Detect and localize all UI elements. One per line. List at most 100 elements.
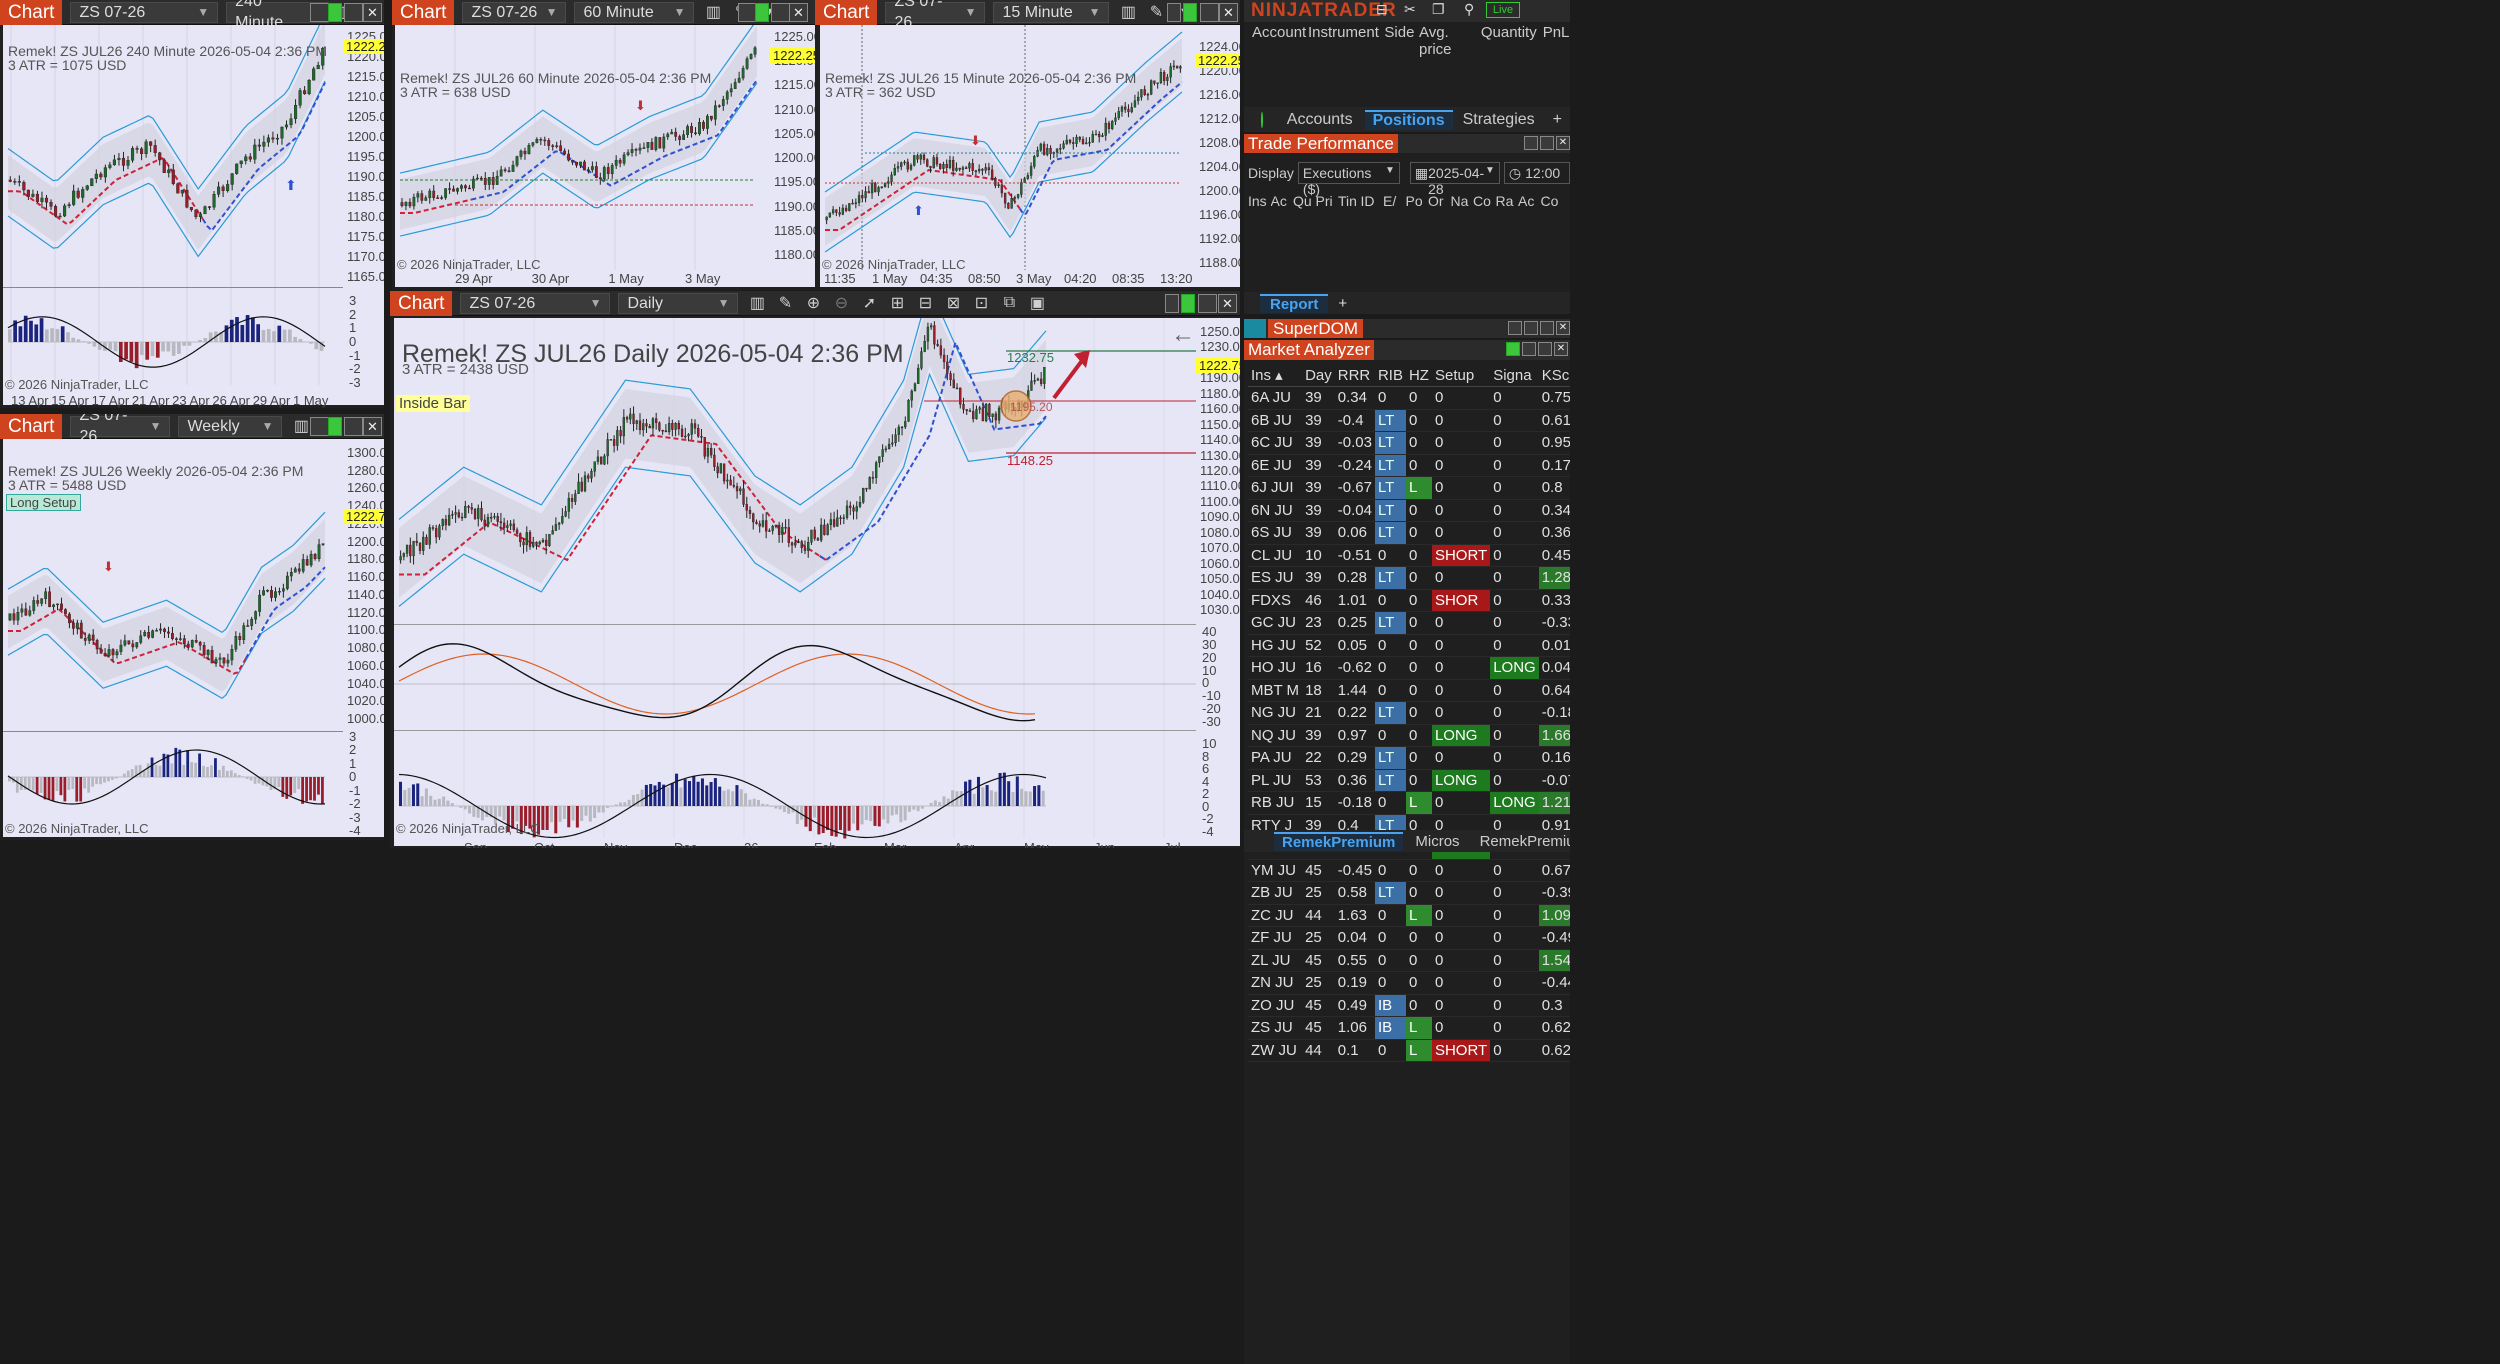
maximize-button[interactable] (344, 3, 363, 22)
restore-button[interactable] (310, 417, 329, 436)
restore-button[interactable] (1165, 294, 1179, 313)
close-button[interactable]: ✕ (789, 3, 808, 22)
chart-panel[interactable]: ⬇ ⬆ Remek! ZS JUL26 15 Minute 2026-05-04 … (820, 25, 1195, 287)
minimize-button[interactable] (1200, 3, 1219, 22)
column-header[interactable]: Co (1473, 193, 1491, 209)
link-button[interactable] (1506, 342, 1520, 356)
column-header[interactable]: ID (1360, 193, 1375, 209)
column-header[interactable]: Qu (1293, 193, 1312, 209)
restore-button[interactable] (1522, 342, 1536, 356)
column-header[interactable]: Na (1450, 193, 1469, 209)
close-button[interactable]: ✕ (1556, 321, 1570, 335)
link-button[interactable] (1508, 321, 1522, 335)
tab-remek-premium[interactable]: RemekPremium (1274, 831, 1404, 851)
instrument-selector[interactable]: ZS 07-26 ▼ (885, 0, 986, 31)
link-button[interactable] (328, 3, 342, 22)
zoom-out-icon[interactable]: ⊖ (834, 295, 849, 312)
display-select[interactable]: Executions ($) ▼ (1297, 162, 1400, 197)
indicators-icon[interactable]: ⊠ (946, 295, 961, 312)
bars-type-icon[interactable]: ▥ (1120, 4, 1137, 21)
col-avg-price[interactable]: Avg. price (1418, 24, 1452, 58)
column-header[interactable]: RIB (1374, 364, 1406, 387)
link-button[interactable] (1167, 3, 1181, 22)
column-header[interactable]: HZ (1405, 364, 1432, 387)
link-button[interactable] (328, 417, 342, 436)
minimize-button[interactable] (771, 3, 790, 22)
column-header[interactable]: E/ (1383, 193, 1397, 209)
connections-icon[interactable]: ⚲ (1464, 1, 1475, 17)
chart-menu-button[interactable]: Chart (392, 0, 455, 25)
draw-pencil-icon[interactable]: ✎ (1149, 4, 1164, 21)
bars-type-icon[interactable]: ▥ (705, 4, 722, 21)
column-header[interactable]: KSc (1538, 364, 1570, 387)
maximize-button[interactable] (1198, 294, 1217, 313)
col-side[interactable]: Side (1384, 24, 1415, 41)
column-header[interactable]: Day (1302, 364, 1335, 387)
date-picker[interactable]: ▦ 2025-04-28 ▼ (1409, 162, 1500, 197)
column-header[interactable]: Co (1540, 193, 1559, 209)
chart-menu-button[interactable]: Chart (0, 414, 63, 439)
link-button[interactable] (1181, 294, 1195, 313)
close-button[interactable]: ✕ (1554, 342, 1568, 356)
instrument-selector[interactable]: ZS 07-26 ▼ (70, 1, 219, 23)
column-header[interactable]: Ins ▴ (1248, 364, 1303, 387)
column-header[interactable]: RRR (1334, 364, 1375, 387)
minimize-button[interactable] (1524, 321, 1538, 335)
close-button[interactable]: ✕ (1219, 3, 1238, 22)
col-instrument[interactable]: Instrument (1308, 24, 1379, 41)
close-button[interactable]: ✕ (1218, 294, 1237, 313)
column-header[interactable]: Setup (1431, 364, 1491, 387)
zoom-in-icon[interactable]: ⊕ (806, 295, 821, 312)
col-quantity[interactable]: Quantity (1480, 24, 1537, 41)
add-tab-button[interactable]: + (1338, 294, 1348, 312)
link-button[interactable] (755, 3, 769, 22)
column-header[interactable]: Ins (1248, 193, 1267, 209)
back-arrow-icon[interactable]: ← (1171, 321, 1195, 348)
column-header[interactable]: Tin (1338, 193, 1357, 209)
analyzer-table[interactable]: Ins ▴DayRRRRIBHZSetupSignaKScRRSRC 6A JU… (1248, 364, 1570, 1062)
chart-panel[interactable]: ⬇ Remek! ZS JUL26 60 Minute 2026-05-04 2… (395, 25, 770, 287)
data-box-icon[interactable]: ⊞ (890, 295, 905, 312)
interval-selector[interactable]: 60 Minute ▼ (574, 1, 695, 23)
tab-report[interactable]: Report (1260, 293, 1329, 313)
chart-menu-button[interactable]: Chart (0, 0, 63, 25)
col-pnl[interactable]: PnL (1542, 24, 1570, 41)
interval-selector[interactable]: Weekly ▼ (178, 415, 283, 437)
maximize-button[interactable] (1538, 342, 1552, 356)
chart-trader-icon[interactable]: ⧉ (1003, 294, 1016, 311)
close-button[interactable]: ✕ (363, 3, 382, 22)
column-header[interactable]: Or (1428, 193, 1444, 209)
workspace-icon[interactable]: ⊟ (1376, 1, 1388, 17)
column-header[interactable]: Ac (1518, 193, 1535, 209)
snapshot-icon[interactable]: ▣ (1029, 295, 1046, 312)
bars-type-icon[interactable]: ▥ (293, 418, 310, 435)
column-header[interactable]: Signa (1490, 364, 1539, 387)
tab-accounts[interactable]: Accounts (1286, 110, 1353, 128)
chart-panel[interactable]: Remek! ZS JUL26 Daily 2026-05-04 2:36 PM… (394, 318, 1196, 848)
instrument-selector[interactable]: ZS 07-26 ▼ (462, 1, 567, 23)
windows-icon[interactable]: ❐ (1432, 1, 1445, 17)
column-header[interactable]: Ac (1270, 193, 1287, 209)
link-green-button[interactable] (1183, 3, 1197, 22)
chart-menu-button[interactable]: Chart (390, 291, 453, 316)
bars-type-icon[interactable]: ▥ (749, 295, 766, 312)
tab-positions[interactable]: Positions (1364, 109, 1453, 130)
tab-strategies[interactable]: Strategies (1462, 110, 1535, 128)
column-header[interactable]: Po (1405, 193, 1423, 209)
